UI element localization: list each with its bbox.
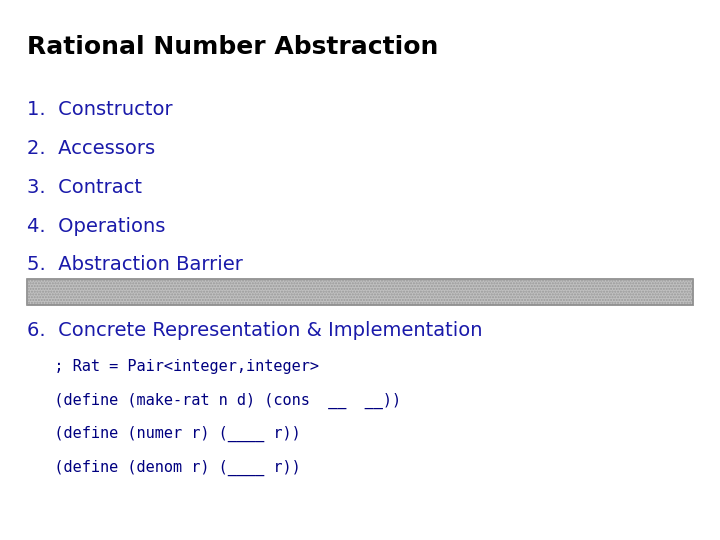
Text: 3.  Contract: 3. Contract — [27, 178, 143, 197]
Text: 1.  Constructor: 1. Constructor — [27, 100, 173, 119]
Text: (define (make-rat n d) (cons  __  __)): (define (make-rat n d) (cons __ __)) — [27, 393, 402, 409]
Text: 4.  Operations: 4. Operations — [27, 217, 166, 235]
Text: (define (numer r) (____ r)): (define (numer r) (____ r)) — [27, 426, 301, 442]
FancyBboxPatch shape — [27, 279, 693, 305]
Text: 6.  Concrete Representation & Implementation: 6. Concrete Representation & Implementat… — [27, 321, 483, 340]
Text: 2.  Accessors: 2. Accessors — [27, 139, 156, 158]
Text: 5.  Abstraction Barrier: 5. Abstraction Barrier — [27, 255, 243, 274]
Text: (define (denom r) (____ r)): (define (denom r) (____ r)) — [27, 460, 301, 476]
Text: ; Rat = Pair<integer,integer>: ; Rat = Pair<integer,integer> — [27, 359, 320, 374]
Text: Rational Number Abstraction: Rational Number Abstraction — [27, 35, 438, 59]
